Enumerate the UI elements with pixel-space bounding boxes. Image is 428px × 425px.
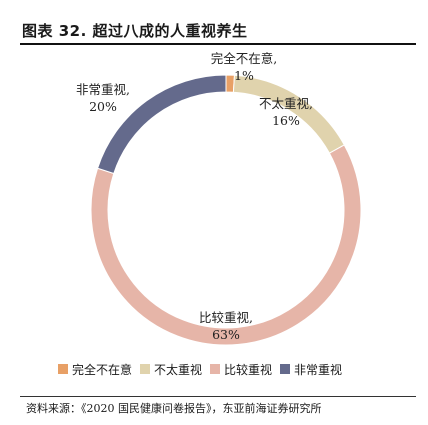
- legend-label-3: 非常重视: [294, 362, 343, 377]
- legend-item-1: 不太重视: [140, 361, 202, 378]
- legend-swatch-2: [210, 364, 221, 374]
- legend-label-0: 完全不在意: [72, 362, 133, 377]
- legend-label-2: 比较重视: [224, 362, 273, 377]
- legend-item-3: 非常重视: [280, 361, 342, 378]
- data-label-3: 非常重视, 20%: [76, 82, 130, 114]
- donut-chart: 完全不在意, 1% 不太重视, 16% 比较重视, 63% 非常重视, 20%: [76, 51, 362, 346]
- data-label-2: 比较重视, 63%: [199, 310, 253, 342]
- data-label-1: 不太重视, 16%: [259, 96, 313, 128]
- source-rule: [20, 396, 416, 397]
- legend-item-2: 比较重视: [210, 361, 272, 378]
- chart-legend: 完全不在意 不太重视 比较重视 非常重视: [58, 361, 342, 378]
- donut-slice-2: [90, 144, 362, 346]
- donut-slice-3: [96, 74, 227, 175]
- legend-swatch-3: [280, 364, 291, 374]
- data-label-0: 完全不在意, 1%: [211, 51, 277, 83]
- chart-title: 图表 32. 超过八成的人重视养生: [22, 22, 248, 40]
- legend-label-1: 不太重视: [154, 362, 203, 377]
- legend-swatch-0: [58, 364, 68, 374]
- title-rule: [20, 43, 416, 45]
- legend-item-0: 完全不在意: [58, 361, 132, 378]
- legend-swatch-1: [140, 364, 151, 374]
- source-note: 资料来源：《2020 国民健康问卷报告》，东亚前海证券研究所: [26, 402, 322, 415]
